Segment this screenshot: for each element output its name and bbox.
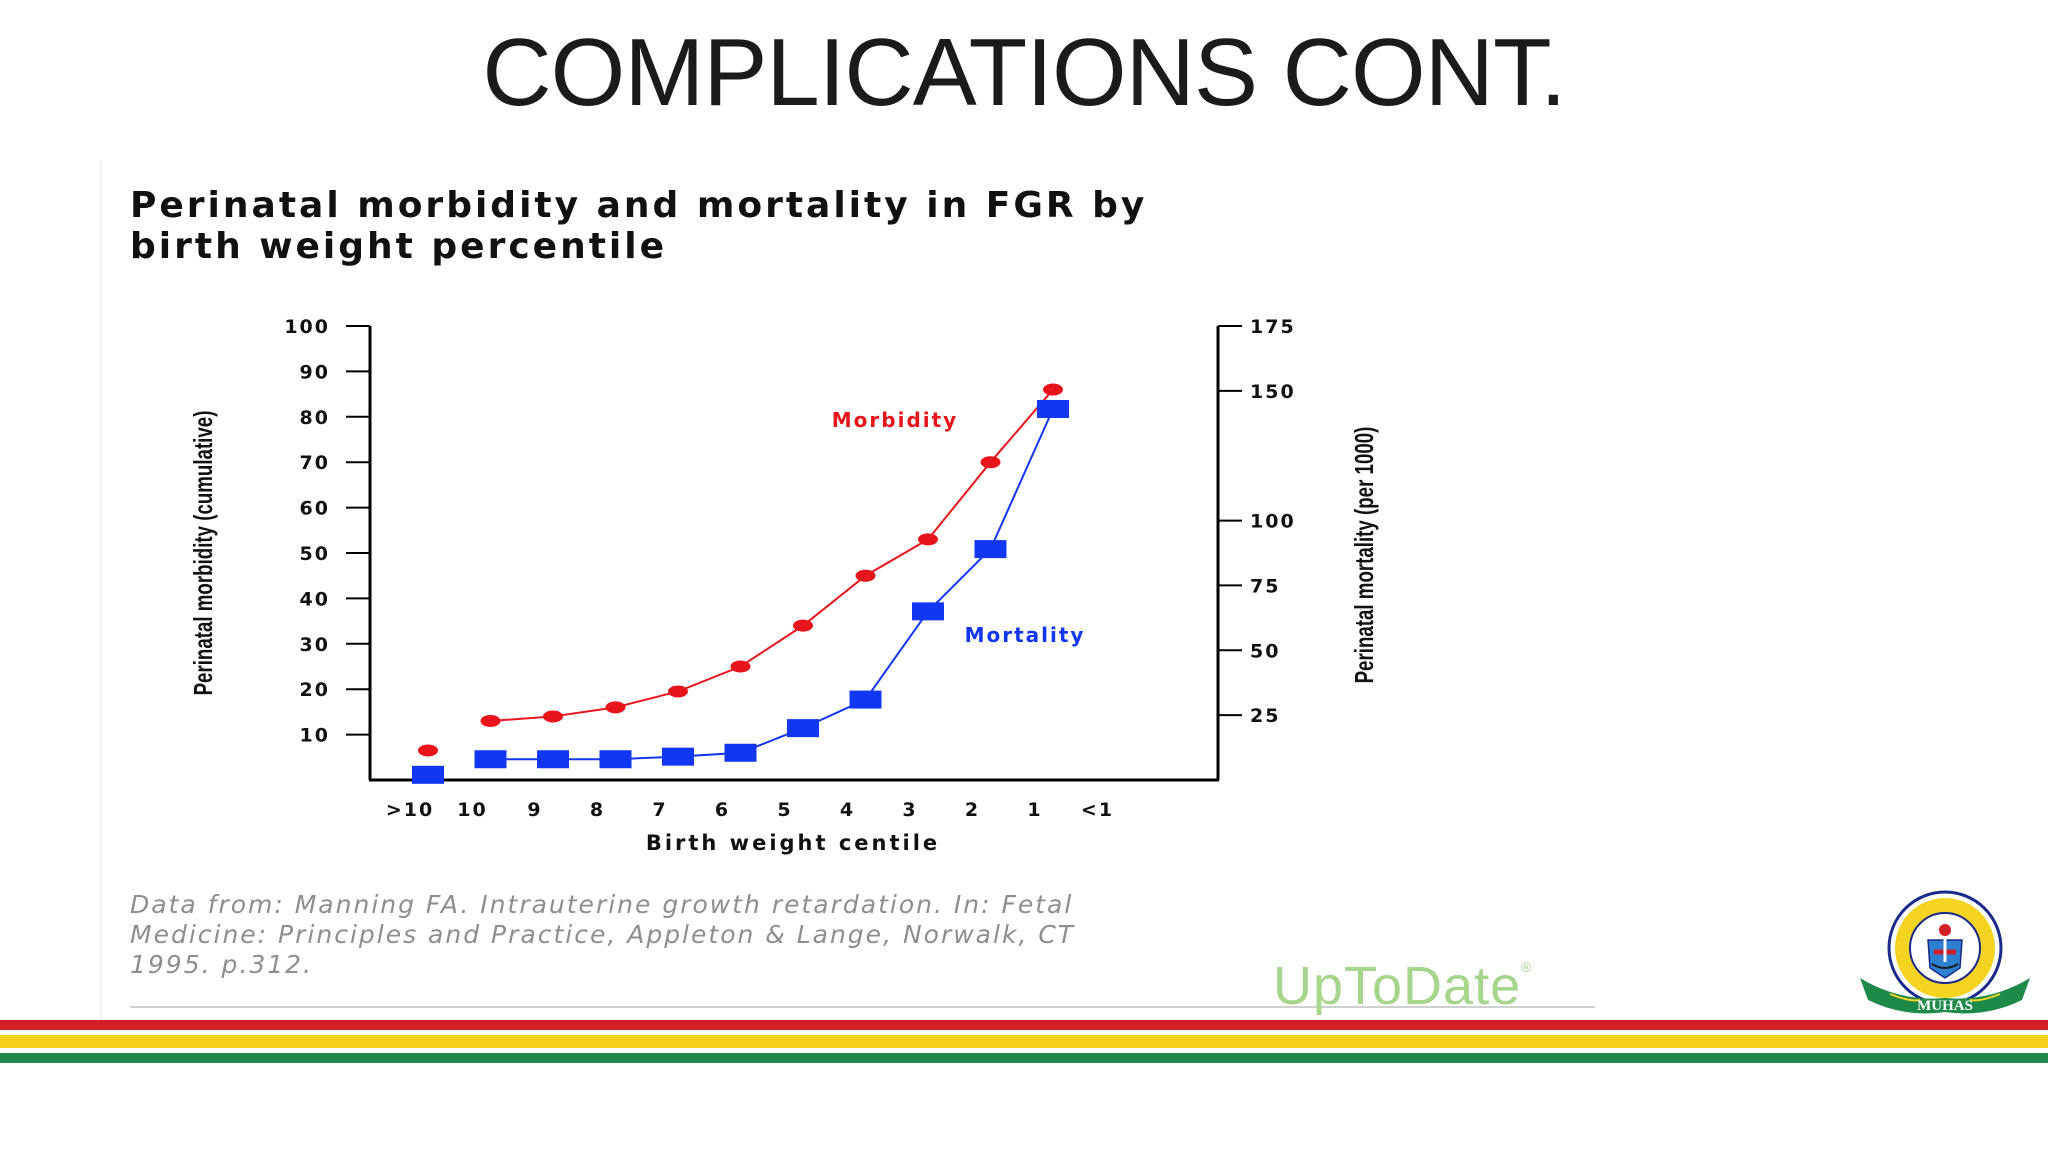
chart-title-line-2: birth weight percentile xyxy=(130,226,668,267)
morbidity-point xyxy=(418,744,438,757)
mortality-point xyxy=(849,690,882,709)
morbidity-point xyxy=(980,456,1001,469)
figure-panel xyxy=(100,160,1677,1020)
footer-stripe-red xyxy=(0,1020,2048,1030)
mortality-point xyxy=(599,750,632,769)
source-line-3: 1995. p.312. xyxy=(130,950,313,979)
x-tick-label: 6 xyxy=(715,799,730,821)
x-tick-label: 8 xyxy=(590,799,605,821)
mortality-point xyxy=(974,540,1007,559)
morbidity-point xyxy=(918,533,938,546)
mortality-point xyxy=(1037,400,1069,419)
mortality-point xyxy=(912,602,944,621)
y-left-tick-label: 20 xyxy=(300,679,330,701)
source-line-2: Medicine: Principles and Practice, Apple… xyxy=(130,920,1076,949)
uptodate-logo: UpToDate® xyxy=(1273,955,1532,1017)
x-tick-label: 10 xyxy=(457,799,487,821)
y-left-tick-label: 50 xyxy=(300,543,330,565)
x-tick-label: 9 xyxy=(527,799,542,821)
morbidity-point xyxy=(730,660,751,673)
y-right-tick-label: 50 xyxy=(1250,640,1280,662)
y-left-tick-label: 80 xyxy=(300,407,330,429)
footer-stripe-green xyxy=(0,1053,2048,1063)
morbidity-point xyxy=(1043,383,1063,396)
morbidity-point xyxy=(605,701,626,714)
y-right-tick-label: 100 xyxy=(1250,511,1296,533)
y-right-tick-label: 175 xyxy=(1250,316,1296,338)
source-divider xyxy=(130,1006,1595,1008)
y-left-tick-label: 40 xyxy=(300,588,330,610)
morbidity-point xyxy=(855,569,876,582)
morbidity-point xyxy=(480,714,501,727)
mortality-annotation: Mortality xyxy=(965,623,1086,647)
x-tick-label: 5 xyxy=(777,799,792,821)
registered-mark: ® xyxy=(1521,959,1533,975)
muhas-logo-icon: MUHAS xyxy=(1860,890,2030,1014)
y-right-tick-label: 25 xyxy=(1250,705,1280,727)
x-tick-label: 2 xyxy=(965,799,980,821)
morbidity-point xyxy=(668,685,688,698)
y-left-tick-label: 60 xyxy=(300,498,330,520)
x-tick-label: 4 xyxy=(840,799,855,821)
footer-stripe-white xyxy=(0,1030,2048,1035)
source-citation: Data from: Manning FA. Intrauterine grow… xyxy=(130,890,1530,980)
chart-title: Perinatal morbidity and mortality in FGR… xyxy=(130,185,1680,267)
mortality-point xyxy=(537,750,569,769)
mortality-point xyxy=(787,719,819,738)
y-left-tick-label: 90 xyxy=(300,361,330,383)
morbidity-series-line xyxy=(490,388,1054,722)
uptodate-logo-text: UpToDate xyxy=(1273,956,1522,1016)
mortality-point xyxy=(724,743,757,762)
x-tick-label: >10 xyxy=(386,799,434,821)
y-right-tick-label: 150 xyxy=(1250,381,1296,403)
mortality-point xyxy=(412,765,444,784)
mortality-point xyxy=(474,750,507,769)
y-axis-left-label: Perinatal morbidity (cumulative) xyxy=(188,411,218,696)
x-tick-label: <1 xyxy=(1081,799,1114,821)
mortality-series-line xyxy=(490,408,1054,761)
footer-stripe-yellow xyxy=(0,1035,2048,1048)
x-tick-label: 3 xyxy=(902,799,917,821)
y-left-tick-label: 70 xyxy=(300,452,330,474)
morbidity-point xyxy=(543,710,563,723)
y-left-tick-label: 10 xyxy=(300,725,330,747)
mortality-point xyxy=(662,747,694,766)
y-right-tick-label: 75 xyxy=(1250,575,1280,597)
morbidity-point xyxy=(793,619,813,632)
morbidity-annotation: Morbidity xyxy=(832,408,958,432)
slide-title: COMPLICATIONS CONT. xyxy=(482,19,1566,126)
logo-banner-text: MUHAS xyxy=(1917,998,1973,1014)
x-axis-label: Birth weight centile xyxy=(646,831,940,855)
source-line-1: Data from: Manning FA. Intrauterine grow… xyxy=(130,890,1074,919)
chart-title-line-1: Perinatal morbidity and mortality in FGR… xyxy=(130,185,1148,226)
y-axis-right-label: Perinatal mortality (per 1000) xyxy=(1349,427,1379,684)
x-tick-label: 7 xyxy=(652,799,667,821)
x-tick-label: 1 xyxy=(1027,799,1042,821)
y-left-tick-label: 30 xyxy=(300,634,330,656)
y-left-tick-label: 100 xyxy=(284,316,330,338)
